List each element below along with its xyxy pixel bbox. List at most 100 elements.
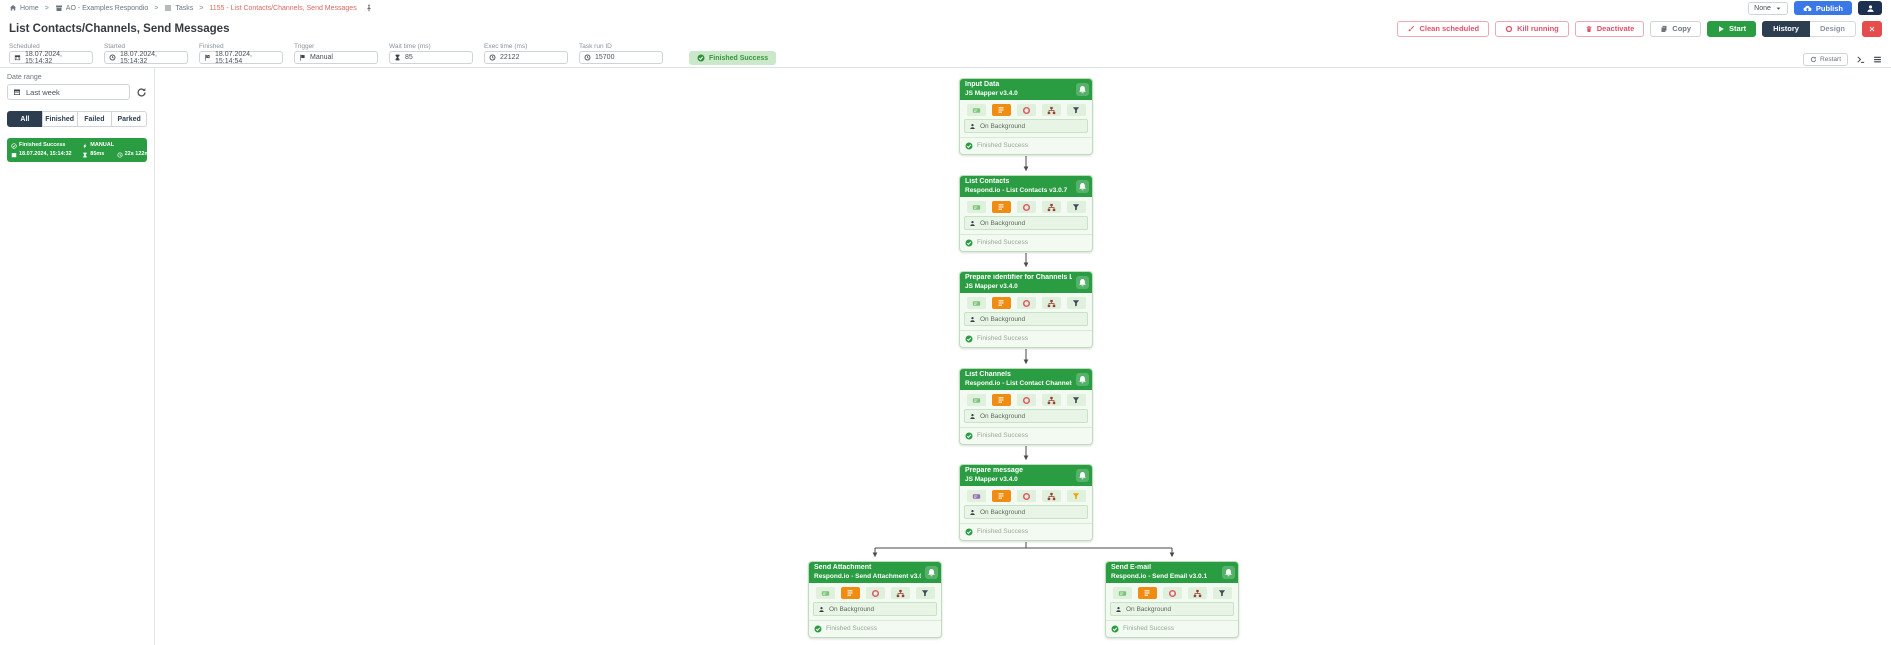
deactivate-button[interactable]: Deactivate <box>1574 20 1645 37</box>
log-list-icon[interactable] <box>991 201 1011 213</box>
record-icon[interactable] <box>1016 490 1036 502</box>
bot-icon[interactable] <box>1076 469 1089 482</box>
tab-failed[interactable]: Failed <box>76 111 113 127</box>
kill-running-button[interactable]: Kill running <box>1495 20 1569 37</box>
user-menu-button[interactable] <box>1858 1 1882 15</box>
close-button[interactable] <box>1862 20 1882 37</box>
breadcrumb-project[interactable]: AO - Examples Respondio <box>55 4 148 12</box>
record-icon[interactable] <box>1016 394 1036 406</box>
bot-icon[interactable] <box>1222 566 1235 579</box>
script-icon[interactable] <box>966 104 986 116</box>
script-icon[interactable] <box>966 201 986 213</box>
workflow-node-list-contacts[interactable]: List Contacts Respond.io - List Contacts… <box>959 175 1093 252</box>
refresh-icon <box>136 87 147 98</box>
node-subtitle: JS Mapper v3.4.0 <box>965 282 1018 290</box>
clock-icon <box>117 152 123 158</box>
bot-icon[interactable] <box>1076 83 1089 96</box>
run-item-row: Finished Success MANUAL <box>11 141 143 150</box>
script-icon[interactable] <box>815 587 835 599</box>
field-label: Started <box>104 43 125 50</box>
workflow-node-prepare-message[interactable]: Prepare message JS Mapper v3.4.0 On Back… <box>959 464 1093 541</box>
filter-icon[interactable] <box>1066 490 1086 502</box>
log-list-icon[interactable] <box>991 104 1011 116</box>
log-list-icon[interactable] <box>1137 587 1157 599</box>
check-circle-icon <box>965 528 973 536</box>
trigger-value[interactable]: Manual <box>294 51 378 64</box>
pin-icon[interactable] <box>365 4 373 12</box>
run-list-item[interactable]: Finished Success MANUAL 18.07.2024, 15:1… <box>7 138 152 162</box>
scheduled-value[interactable]: 18.07.2024, 15:14:32 <box>9 51 93 65</box>
bot-icon[interactable] <box>925 566 938 579</box>
record-icon[interactable] <box>1016 201 1036 213</box>
design-tab[interactable]: Design <box>1809 20 1856 37</box>
history-tab[interactable]: History <box>1762 20 1810 37</box>
bot-icon[interactable] <box>1076 276 1089 289</box>
exec-time-value[interactable]: 22122 <box>484 51 568 64</box>
sitemap-icon[interactable] <box>1041 201 1061 213</box>
filter-icon[interactable] <box>1066 201 1086 213</box>
user-icon <box>1866 4 1875 13</box>
workflow-node-send-attachment[interactable]: Send Attachment Respond.io - Send Attach… <box>808 561 942 638</box>
tab-all[interactable]: All <box>7 111 43 127</box>
node-header: Input Data JS Mapper v3.4.0 <box>960 79 1092 100</box>
publish-button[interactable]: Publish <box>1793 1 1852 15</box>
console-icon[interactable] <box>1856 55 1865 64</box>
filter-icon[interactable] <box>1066 394 1086 406</box>
script-icon[interactable] <box>966 490 986 502</box>
sitemap-icon[interactable] <box>1041 490 1061 502</box>
record-icon[interactable] <box>1016 104 1036 116</box>
breadcrumb-separator: > <box>44 4 49 12</box>
record-icon[interactable] <box>1162 587 1182 599</box>
field-label: Task run ID <box>579 43 612 50</box>
version-select[interactable]: None <box>1748 1 1788 15</box>
start-button[interactable]: Start <box>1707 20 1757 37</box>
script-icon[interactable] <box>966 394 986 406</box>
sitemap-icon[interactable] <box>1187 587 1207 599</box>
log-list-icon[interactable] <box>840 587 860 599</box>
node-toolbar <box>809 583 941 602</box>
tab-parked[interactable]: Parked <box>111 111 147 127</box>
node-mode-label: On Background <box>980 315 1026 323</box>
tab-finished[interactable]: Finished <box>41 111 78 127</box>
workflow-node-send-email[interactable]: Send E-mail Respond.io - Send Email v3.0… <box>1105 561 1239 638</box>
trash-icon <box>1585 25 1593 33</box>
script-icon[interactable] <box>966 297 986 309</box>
workflow-node-input-data[interactable]: Input Data JS Mapper v3.4.0 On Backgroun… <box>959 78 1093 155</box>
filter-icon[interactable] <box>1066 104 1086 116</box>
filter-icon[interactable] <box>1066 297 1086 309</box>
refresh-runs-button[interactable] <box>136 87 147 98</box>
breadcrumb-current-task[interactable]: 1155 - List Contacts/Channels, Send Mess… <box>209 5 356 12</box>
bot-icon[interactable] <box>1076 373 1089 386</box>
field-started: Started 18.07.2024, 15:14:32 <box>104 42 188 67</box>
date-range-label: Date range <box>7 74 42 81</box>
log-list-icon[interactable] <box>991 297 1011 309</box>
sitemap-icon[interactable] <box>1041 394 1061 406</box>
run-trigger-label: MANUAL <box>90 142 115 148</box>
sitemap-icon[interactable] <box>890 587 910 599</box>
log-list-icon[interactable] <box>991 490 1011 502</box>
menu-icon[interactable] <box>1873 55 1882 64</box>
workflow-node-list-channels[interactable]: List Channels Respond.io - List Contact … <box>959 368 1093 445</box>
wait-time-value[interactable]: 85 <box>389 51 473 64</box>
restart-button[interactable]: Restart <box>1803 52 1848 66</box>
publish-label: Publish <box>1815 3 1843 13</box>
sitemap-icon[interactable] <box>1041 297 1061 309</box>
breadcrumb-home[interactable]: Home <box>9 4 39 12</box>
finished-value[interactable]: 18.07.2024, 15:14:54 <box>199 51 283 65</box>
record-icon[interactable] <box>865 587 885 599</box>
date-range-select[interactable]: Last week <box>7 84 130 100</box>
workflow-node-prepare-identifier[interactable]: Prepare identifier for Channels List JS … <box>959 271 1093 348</box>
check-circle-icon <box>965 239 973 247</box>
breadcrumb-tasks[interactable]: Tasks <box>164 4 193 12</box>
script-icon[interactable] <box>1112 587 1132 599</box>
task-run-id-value[interactable]: 15700 <box>579 51 663 64</box>
log-list-icon[interactable] <box>991 394 1011 406</box>
filter-icon[interactable] <box>915 587 935 599</box>
copy-button[interactable]: Copy <box>1650 20 1702 37</box>
started-value[interactable]: 18.07.2024, 15:14:32 <box>104 51 188 65</box>
record-icon[interactable] <box>1016 297 1036 309</box>
clean-scheduled-button[interactable]: Clean scheduled <box>1397 20 1490 37</box>
bot-icon[interactable] <box>1076 180 1089 193</box>
sitemap-icon[interactable] <box>1041 104 1061 116</box>
filter-icon[interactable] <box>1212 587 1232 599</box>
